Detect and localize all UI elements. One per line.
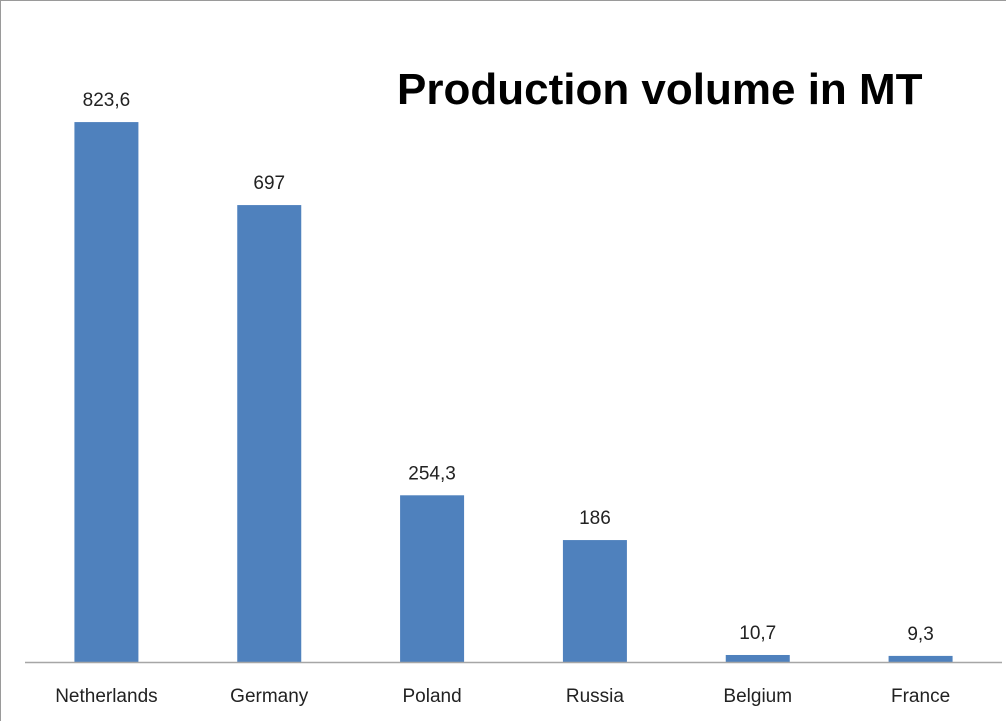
x-tick-label-belgium: Belgium: [723, 686, 792, 707]
data-label-poland: 254,3: [408, 463, 456, 484]
x-tick-label-poland: Poland: [402, 686, 461, 707]
x-tick-label-netherlands: Netherlands: [55, 686, 157, 707]
data-label-russia: 186: [579, 508, 611, 529]
data-label-germany: 697: [253, 173, 285, 194]
x-tick-label-germany: Germany: [230, 686, 309, 707]
bar-poland: [400, 495, 465, 662]
x-tick-labels-group: Netherlands Germany Poland Russia Belgium Fra…: [55, 686, 950, 707]
chart-title: Production volume in MT: [397, 65, 923, 114]
bar-netherlands: [74, 122, 139, 662]
data-label-netherlands: 823,6: [83, 90, 131, 111]
data-labels-group: 823,6 697 254,3 186 10,7 9,3: [83, 90, 934, 645]
data-label-belgium: 10,7: [739, 623, 776, 644]
data-label-france: 9,3: [907, 624, 933, 645]
bars-group: [74, 122, 953, 663]
bar-russia: [562, 540, 627, 662]
bar-france: [888, 655, 953, 662]
bar-germany: [237, 205, 302, 663]
x-tick-label-russia: Russia: [566, 686, 625, 707]
bar-belgium: [725, 654, 790, 662]
x-tick-label-france: France: [891, 686, 950, 707]
